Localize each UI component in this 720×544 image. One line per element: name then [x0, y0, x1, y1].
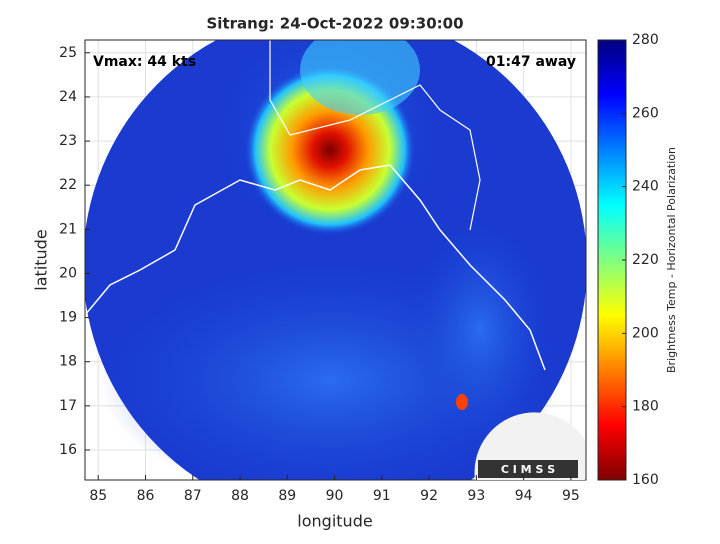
colorbar-tick-label: 240: [632, 179, 659, 195]
x-tick-label: 87: [184, 488, 202, 504]
colorbar-label: Brightness Temp - Horizontal Polarizatio…: [665, 147, 678, 373]
y-tick-label: 25: [59, 45, 77, 61]
x-tick-label: 86: [137, 488, 155, 504]
y-tick-label: 24: [59, 89, 77, 105]
colorbar-tick-label: 160: [632, 472, 659, 488]
logo-text: C I M S S: [501, 463, 555, 476]
plot-frame: [84, 39, 587, 481]
x-tick-label: 90: [326, 488, 344, 504]
y-tick-label: 18: [59, 354, 77, 370]
annotation: 01:47 away: [486, 54, 576, 70]
colorbar-tick-label: 200: [632, 325, 659, 341]
x-tick-label: 94: [515, 488, 533, 504]
imagery: [85, 40, 586, 480]
y-tick-label: 20: [59, 265, 77, 281]
y-tick-label: 16: [59, 442, 77, 458]
x-tick-label: 89: [278, 488, 296, 504]
chart-title: Sitrang: 24-Oct-2022 09:30:00: [207, 15, 464, 33]
y-tick-label: 17: [59, 398, 77, 414]
x-tick-label: 85: [89, 488, 107, 504]
y-tick-label: 23: [59, 133, 77, 149]
colorbar: [597, 39, 627, 481]
colorbar-tick-label: 260: [632, 105, 659, 121]
x-tick-label: 93: [467, 488, 485, 504]
colorbar-tick-label: 280: [632, 32, 659, 48]
y-axis-label: latitude: [32, 229, 51, 290]
colorbar-tick-label: 220: [632, 252, 659, 268]
y-tick-label: 22: [59, 177, 77, 193]
colorbar-tick-label: 180: [632, 399, 659, 415]
x-tick-label: 88: [231, 488, 249, 504]
logo: C I M S S: [474, 412, 585, 480]
y-tick-label: 21: [59, 221, 77, 237]
x-tick-label: 91: [373, 488, 391, 504]
y-tick-label: 19: [59, 310, 77, 326]
annotation: Vmax: 44 kts: [93, 54, 196, 70]
x-axis-label: longitude: [297, 512, 372, 531]
x-tick-label: 95: [562, 488, 580, 504]
x-tick-label: 92: [420, 488, 438, 504]
